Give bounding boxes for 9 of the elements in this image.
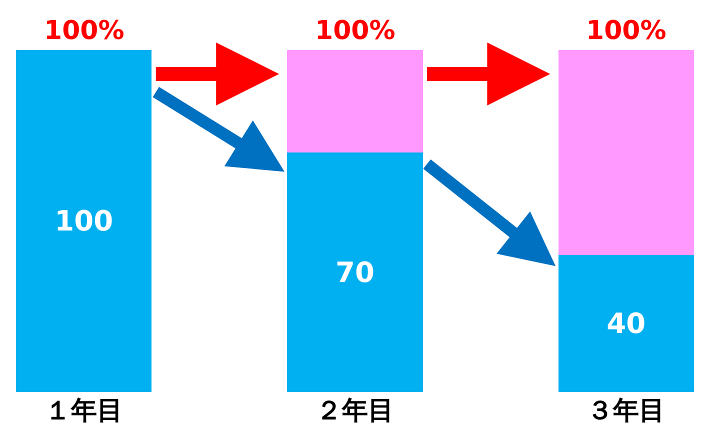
x-tick-label: ３年目: [587, 396, 666, 426]
total-label: 100%: [586, 16, 666, 46]
data-label: 100: [54, 204, 114, 238]
x-tick-label: １年目: [44, 396, 123, 426]
total-label: 100%: [44, 16, 124, 46]
data-label: 70: [336, 256, 374, 289]
data-label: 40: [606, 307, 646, 340]
x-tick-label: ２年目: [316, 396, 394, 426]
total-label: 100%: [315, 16, 396, 46]
